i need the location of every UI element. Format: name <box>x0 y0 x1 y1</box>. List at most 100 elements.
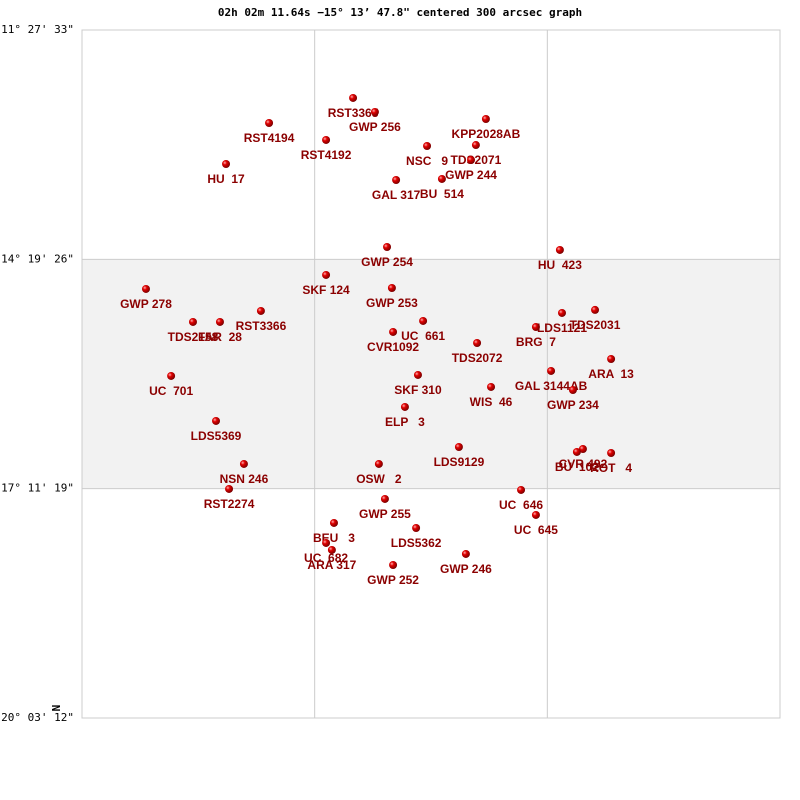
star-label: HU 17 <box>207 172 245 186</box>
star-label: HU 423 <box>538 258 582 272</box>
star <box>471 141 480 150</box>
star <box>437 174 446 183</box>
star <box>481 115 490 124</box>
star <box>239 459 248 468</box>
star <box>322 538 331 547</box>
star-label: RST4192 <box>301 148 352 162</box>
star-label: BU 102 <box>555 460 599 474</box>
star <box>215 317 224 326</box>
star <box>591 305 600 314</box>
star-label: UC 645 <box>514 523 558 537</box>
star-label: UC 682 <box>304 551 348 565</box>
star <box>370 107 379 116</box>
star-label: ARA 317 <box>307 558 356 572</box>
star-label: LDS1121 <box>537 321 587 335</box>
star <box>212 416 221 425</box>
star <box>454 442 463 451</box>
star-label: BRG 7 <box>516 335 556 349</box>
star-label: TDS2072 <box>452 351 503 365</box>
star <box>322 135 331 144</box>
star-label: UC 646 <box>499 498 543 512</box>
star <box>383 243 392 252</box>
star <box>607 355 616 364</box>
star-label: RST3366 <box>236 319 287 333</box>
y-tick-label: -20° 03' 12" <box>0 711 74 724</box>
star <box>555 245 564 254</box>
star <box>487 382 496 391</box>
star-label: FAR 28 <box>198 330 242 344</box>
star <box>265 119 274 128</box>
star-label: TDS2031 <box>570 318 621 332</box>
star-label: ARA 13 <box>588 367 634 381</box>
star-label: GWP 246 <box>440 562 492 576</box>
star <box>467 155 476 164</box>
star-label: LDS5362 <box>391 536 442 550</box>
star <box>141 284 150 293</box>
star <box>568 385 577 394</box>
y-tick-label: -11° 27' 33" <box>0 23 74 36</box>
star-label: WIS 46 <box>470 395 513 409</box>
star <box>392 176 401 185</box>
star-label: RST2274 <box>204 497 255 511</box>
star-label: BU 514 <box>420 187 464 201</box>
star <box>423 141 432 150</box>
star <box>256 306 265 315</box>
north-label: N <box>50 705 63 712</box>
star <box>400 402 409 411</box>
star <box>413 370 422 379</box>
star <box>167 371 176 380</box>
star <box>531 322 540 331</box>
star-label: OSW 2 <box>356 472 402 486</box>
star-label: RST3365 <box>328 106 379 120</box>
star <box>188 317 197 326</box>
star <box>461 549 470 558</box>
star-label: SKF 124 <box>302 283 350 297</box>
star <box>412 524 421 533</box>
star-label: SKF 310 <box>394 383 442 397</box>
star-label: TDS2158 <box>168 330 219 344</box>
star <box>349 93 358 102</box>
star <box>322 270 331 279</box>
star-label: GWP 253 <box>366 296 418 310</box>
star <box>557 308 566 317</box>
star <box>387 284 396 293</box>
star <box>578 444 587 453</box>
star <box>607 448 616 457</box>
star <box>389 327 398 336</box>
star <box>374 459 383 468</box>
star-label: RST4194 <box>244 131 295 145</box>
star-label: NSC 9 <box>406 154 448 168</box>
star-label: GWP 234 <box>547 398 599 412</box>
star-label: LDS5369 <box>191 429 242 443</box>
star-label: NSN 246 <box>220 472 269 486</box>
star-label: ROT 4 <box>590 461 632 475</box>
star <box>327 545 336 554</box>
star-label: CVR1092 <box>367 340 419 354</box>
star <box>329 518 338 527</box>
chart-title: 02h 02m 11.64s −15° 13’ 47.8" centered 3… <box>218 6 582 19</box>
star-label: GWP 256 <box>349 120 401 134</box>
star-label: GWP 252 <box>367 573 419 587</box>
y-tick-label: -14° 19' 26" <box>0 252 74 265</box>
star-label: UC 661 <box>401 329 445 343</box>
star <box>380 494 389 503</box>
star <box>531 510 540 519</box>
star <box>225 484 234 493</box>
band <box>82 259 780 489</box>
star-label: BEU 3 <box>313 531 355 545</box>
star <box>389 560 398 569</box>
star-label: GWP 278 <box>120 297 172 311</box>
plot-frame <box>81 29 781 719</box>
star-label: KPP2028AB <box>452 127 521 141</box>
star <box>419 316 428 325</box>
star <box>572 447 581 456</box>
star-label: LDS9129 <box>434 455 485 469</box>
star <box>222 159 231 168</box>
star-label: CVR 492 <box>559 457 608 471</box>
star-label: GAL 317 <box>372 188 421 202</box>
y-tick-label: -17° 11' 19" <box>0 482 74 495</box>
star-label: ELP 3 <box>385 415 425 429</box>
star-label: GWP 244 <box>445 168 497 182</box>
star-label: GWP 254 <box>361 255 413 269</box>
